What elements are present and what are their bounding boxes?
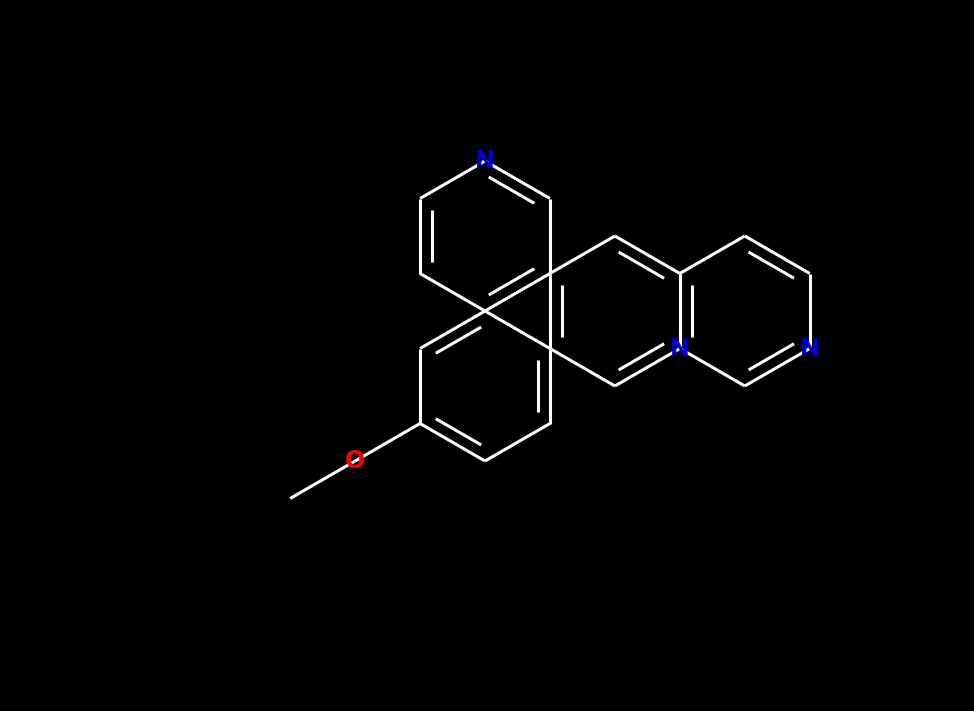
Text: O: O — [345, 449, 365, 473]
Text: N: N — [670, 336, 690, 360]
Text: N: N — [800, 336, 820, 360]
Text: N: N — [475, 149, 495, 173]
